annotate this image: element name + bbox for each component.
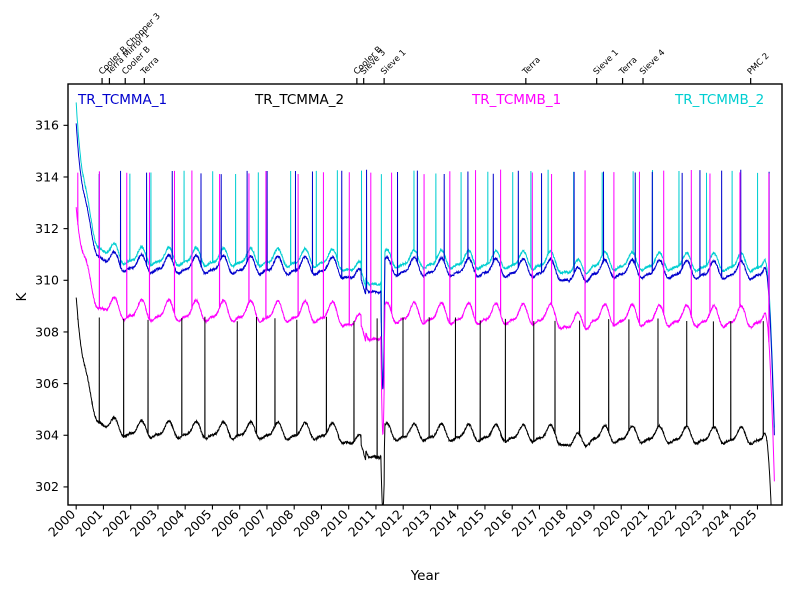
y-tick-label: 312 [35, 221, 59, 236]
x-tick-label: 2005 [181, 507, 214, 540]
x-tick-label: 2009 [290, 506, 323, 539]
y-tick-label: 314 [35, 169, 59, 184]
event-label: Sieve 4 [638, 48, 667, 77]
x-tick-label: 2013 [399, 507, 432, 540]
y-tick-label: 304 [35, 428, 59, 443]
series-line-tr_tcmmb_2 [75, 102, 775, 428]
x-tick-label: 2021 [617, 507, 650, 540]
x-tick-label: 2019 [563, 506, 596, 539]
series-line-tr_tcmma_2 [75, 297, 772, 505]
x-tick-label: 2023 [672, 507, 705, 540]
x-axis-ticks: 2000200120022003200420052006200720082009… [45, 505, 760, 540]
x-tick-label: 2024 [699, 506, 732, 539]
event-label: Terra [617, 55, 640, 78]
event-label: Terra [520, 55, 543, 78]
series-paths-group [75, 102, 775, 505]
event-tick-marks [101, 78, 752, 84]
legend-entry-tr_tcmma_2: TR_TCMMA_2 [254, 92, 344, 108]
legend-entry-tr_tcmmb_1: TR_TCMMB_1 [471, 92, 561, 108]
x-tick-label: 2008 [263, 506, 296, 539]
x-tick-label: 2000 [45, 506, 78, 539]
x-tick-label: 2015 [454, 507, 487, 540]
x-tick-label: 2010 [318, 506, 351, 539]
y-tick-label: 302 [35, 479, 59, 494]
y-axis-label: K [14, 291, 30, 301]
x-tick-label: 2017 [508, 507, 541, 540]
series-line-tr_tcmma_1 [75, 123, 775, 436]
x-tick-label: 2022 [645, 507, 678, 540]
legend-entry-tr_tcmma_1: TR_TCMMA_1 [77, 92, 167, 108]
x-tick-label: 2004 [154, 506, 187, 539]
x-tick-label: 2018 [536, 506, 569, 539]
x-tick-label: 2012 [372, 507, 405, 540]
plot-frame [67, 83, 783, 506]
x-tick-label: 2025 [726, 507, 759, 540]
x-tick-label: 2001 [72, 507, 105, 540]
x-tick-label: 2016 [481, 506, 514, 539]
x-tick-label: 2007 [236, 507, 269, 540]
x-tick-label: 2011 [345, 507, 378, 540]
x-tick-label: 2003 [127, 507, 160, 540]
x-tick-label: 2020 [590, 506, 623, 539]
y-tick-label: 308 [35, 324, 59, 339]
x-tick-label: 2014 [427, 506, 460, 539]
event-label: PMC 2 [746, 51, 772, 77]
y-tick-label: 316 [35, 118, 59, 133]
y-tick-label: 306 [35, 376, 59, 391]
y-axis-ticks: 302 304 306 308 310 312 314 316 [35, 118, 68, 494]
x-tick-label: 2002 [100, 507, 133, 540]
x-axis-label: Year [410, 568, 440, 584]
y-tick-label: 310 [35, 273, 59, 288]
event-label: Sieve 1 [592, 48, 621, 77]
x-tick-label: 2006 [209, 506, 242, 539]
series-line-tr_tcmmb_1 [75, 169, 775, 482]
legend-entry-tr_tcmmb_2: TR_TCMMB_2 [674, 92, 764, 108]
chart-legend: TR_TCMMA_1 TR_TCMMA_2 TR_TCMMB_1 TR_TCMMB_2 [77, 92, 764, 108]
